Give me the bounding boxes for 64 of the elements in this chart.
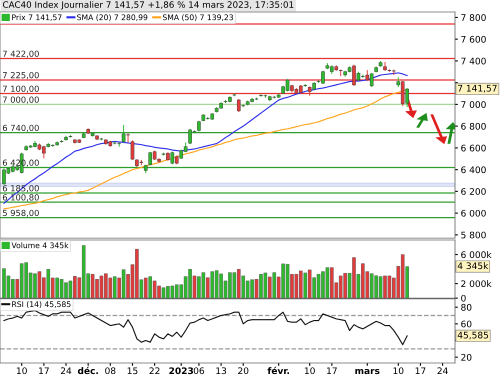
ref-line-label: 6 100,80 xyxy=(2,194,39,202)
ref-line-label: 7 100,00 xyxy=(2,86,39,93)
x-tick-label: 22 xyxy=(150,367,160,374)
bar xyxy=(370,273,374,298)
y-tick-label: 7 000 xyxy=(461,101,486,108)
y-tick-label: 6 800 xyxy=(461,122,486,130)
bar xyxy=(210,271,214,298)
line-series xyxy=(3,72,408,204)
x-tick-label: 17 xyxy=(416,367,426,374)
ref-line-label: 7 225,00 xyxy=(2,72,39,80)
bar xyxy=(236,269,241,298)
y-tick-label: 2 000k xyxy=(461,280,492,288)
x-tick-label: 2023 xyxy=(169,367,194,374)
y-tick-label: 0 xyxy=(461,294,466,302)
bar xyxy=(46,269,50,298)
text: 45,585 xyxy=(458,332,488,340)
bar xyxy=(20,263,24,298)
ref-line-label: 5 958,00 xyxy=(2,210,39,217)
x-tick-label: 24 xyxy=(438,367,448,374)
x-tick-label: mars xyxy=(355,368,380,374)
y-tick-label: 60 xyxy=(461,320,472,328)
y-tick-label: 6 200 xyxy=(461,188,486,195)
bar xyxy=(82,245,86,298)
y-tick-label: 7 800 xyxy=(461,14,486,21)
y-tick-label: 20 xyxy=(461,354,472,361)
x-tick-label: 15 xyxy=(128,367,138,374)
ref-line-label: 7 000,00 xyxy=(2,96,39,104)
y-tick-label: 5 800 xyxy=(461,232,486,238)
candlestick xyxy=(130,140,134,160)
x-tick-label: 10 xyxy=(394,367,404,374)
x-tick-label: 17 xyxy=(39,367,49,374)
bar xyxy=(174,284,179,298)
y-tick-label: 6 000 xyxy=(461,210,486,217)
text: 7 141,57 xyxy=(458,84,497,93)
x-tick-label: 20 xyxy=(238,367,248,374)
x-tick-label: 24 xyxy=(60,367,72,374)
line-series xyxy=(3,310,408,346)
y-tick-label: 6 400 xyxy=(461,166,486,174)
bar xyxy=(144,278,148,298)
x-tick-label: 17 xyxy=(327,367,337,374)
bar xyxy=(112,276,117,298)
y-tick-label: 7 600 xyxy=(461,36,486,43)
bar xyxy=(303,272,308,298)
x-tick-label: févr. xyxy=(268,366,290,374)
x-tick-label: 13 xyxy=(216,367,226,374)
candlestick xyxy=(179,149,184,160)
y-tick-label: 6 000k xyxy=(461,251,492,258)
text: 4 345k xyxy=(458,262,488,270)
bar xyxy=(400,254,405,298)
x-tick-label: 10 xyxy=(304,367,315,374)
candlestick xyxy=(370,72,374,88)
bar xyxy=(272,272,276,298)
x-tick-label: déc. xyxy=(78,366,98,374)
y-tick-label: 7 400 xyxy=(461,58,486,64)
x-tick-label: 08 xyxy=(105,367,116,374)
ref-line-label: 6 740,00 xyxy=(2,124,39,132)
x-tick-label: 06 xyxy=(194,367,204,374)
y-tick-label: 80 xyxy=(461,304,472,311)
candlestick xyxy=(197,120,201,132)
chart-title: CAC40 Index Journalier 7 141,57 +1,86 % 14 mars 2023, 17:35:01 xyxy=(2,1,294,10)
y-tick-label: 6 600 xyxy=(461,144,486,152)
candlestick xyxy=(236,98,241,112)
x-tick-label: 10 xyxy=(16,367,27,374)
ref-line-label: 7 422,00 xyxy=(2,50,39,58)
